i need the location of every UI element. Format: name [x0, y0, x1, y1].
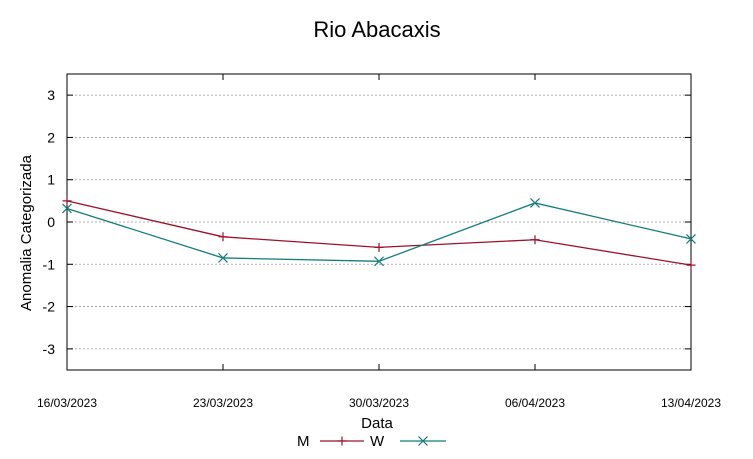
series-line-m [66, 200, 692, 266]
chart-title: Rio Abacaxis [313, 17, 440, 42]
y-tick-label: -1 [43, 256, 56, 272]
x-tick-label: 16/03/2023 [37, 396, 97, 410]
series-line-w [66, 202, 692, 262]
y-tick-label: 2 [47, 129, 55, 145]
x-tick-label: 30/03/2023 [349, 396, 409, 410]
legend-label: M [297, 433, 310, 450]
data-point-m [62, 196, 72, 206]
x-tick-label: 23/03/2023 [193, 396, 253, 410]
y-axis-label: Anomalia Categorizada [18, 154, 35, 311]
y-axis-ticks: 3 2 1 0 -1 -2 -3 [43, 87, 691, 357]
series-group [62, 196, 696, 270]
data-point-m [218, 232, 228, 242]
series-w [62, 198, 696, 267]
data-point-w [374, 256, 384, 267]
grid-lines [67, 94, 691, 350]
x-axis-ticks: 16/03/2023 23/03/2023 30/03/2023 06/04/2023… [37, 74, 721, 410]
y-tick-label: 1 [47, 172, 55, 188]
y-tick-label: -2 [43, 299, 56, 315]
legend-swatch-marker [337, 436, 347, 446]
legend-item-w: W [370, 433, 446, 450]
y-tick-label: -3 [43, 341, 56, 357]
data-point-m [374, 242, 384, 252]
series-m [62, 196, 696, 270]
data-point-w [686, 233, 696, 244]
y-tick-label: 3 [47, 87, 55, 103]
legend-item-m: M [297, 433, 364, 450]
y-tick-label: 0 [47, 214, 55, 230]
data-point-m [530, 235, 540, 245]
legend-label: W [370, 433, 385, 450]
data-point-m [686, 260, 696, 270]
data-point-w [530, 198, 540, 208]
x-tick-label: 06/04/2023 [505, 396, 565, 410]
legend-swatch-marker [418, 436, 428, 446]
data-point-w [218, 253, 228, 263]
data-point-w [62, 203, 72, 214]
x-tick-label: 13/04/2023 [661, 396, 721, 410]
x-axis-label: Data [361, 415, 393, 432]
